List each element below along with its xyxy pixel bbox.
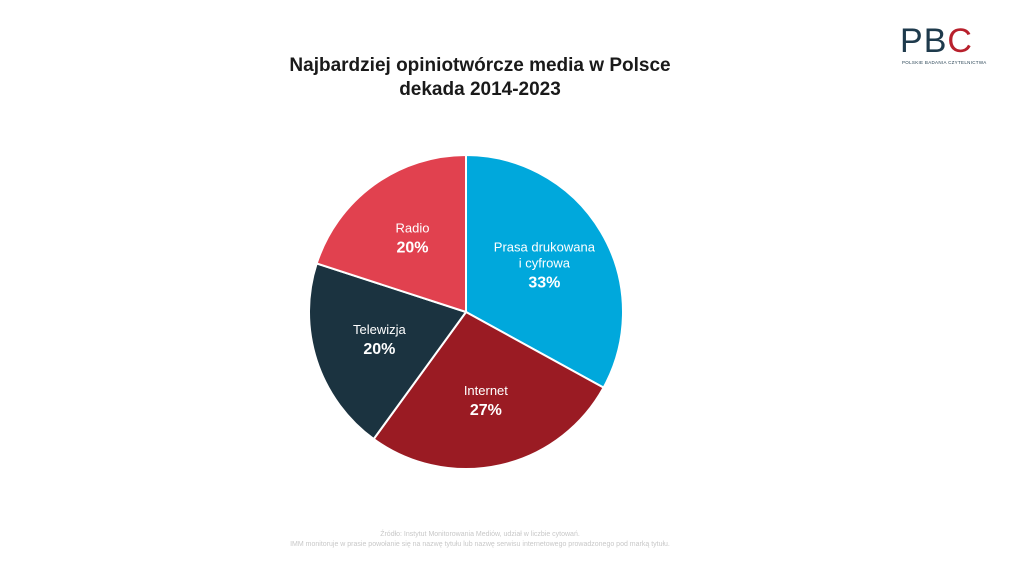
- pie-slice-internet: [372, 310, 605, 470]
- source-note: Źródło: Instytut Monitorowania Mediów, u…: [380, 531, 580, 538]
- pie-slice-label: Internet: [464, 383, 508, 398]
- pbc-logo-letters: PBC: [900, 22, 973, 60]
- pbc-logo-letter: C: [947, 22, 973, 60]
- pie-slice-label: Radio: [395, 220, 429, 235]
- pie-slice-value: 20%: [363, 341, 395, 358]
- pie-slice-prasa-drukowana-i-cyfrowa: [465, 153, 624, 389]
- pbc-logo: PBC POLSKIE BADANIA CZYTELNICTWA: [898, 22, 988, 70]
- chart-title: Najbardziej opiniotwórcze media w Polsce: [289, 55, 671, 76]
- pie-slice-label: Prasa drukowana: [494, 240, 596, 255]
- pie-slice-label: Telewizja: [353, 322, 407, 337]
- chart-subtitle: dekada 2014-2023: [399, 79, 561, 100]
- source-note-detail: IMM monitoruje w prasie powołanie się na…: [290, 541, 670, 548]
- pie-slice-value: 20%: [396, 239, 428, 256]
- pie-slice-value: 27%: [470, 402, 502, 419]
- pbc-logo-letter: B: [923, 22, 948, 60]
- pie-slice-value: 33%: [528, 275, 560, 292]
- pbc-logo-letter: P: [900, 22, 924, 60]
- pie-slice-label: i cyfrowa: [519, 256, 571, 271]
- pie-slice-telewizja: [308, 262, 468, 441]
- pbc-logo-subtitle: POLSKIE BADANIA CZYTELNICTWA: [902, 60, 987, 65]
- pie-slice-radio: [315, 153, 467, 314]
